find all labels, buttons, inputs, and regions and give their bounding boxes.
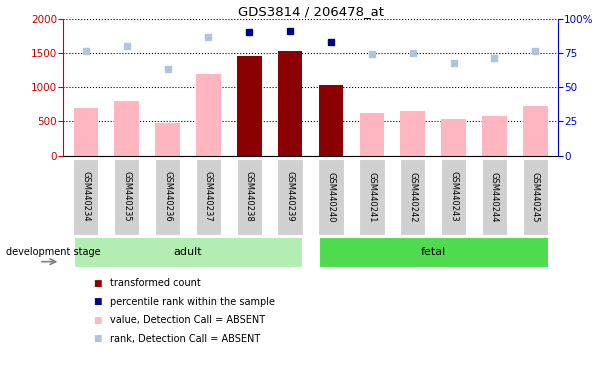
Bar xyxy=(278,51,302,156)
FancyBboxPatch shape xyxy=(155,159,180,235)
FancyBboxPatch shape xyxy=(236,159,262,235)
FancyBboxPatch shape xyxy=(441,159,466,235)
FancyBboxPatch shape xyxy=(319,237,548,267)
Text: GSM440243: GSM440243 xyxy=(449,172,458,222)
Text: ■: ■ xyxy=(93,334,102,343)
FancyBboxPatch shape xyxy=(400,159,425,235)
Text: ■: ■ xyxy=(93,279,102,288)
Text: adult: adult xyxy=(174,247,202,257)
Text: GSM440237: GSM440237 xyxy=(204,171,213,222)
Bar xyxy=(482,116,507,156)
FancyBboxPatch shape xyxy=(74,237,302,267)
Text: ■: ■ xyxy=(93,297,102,306)
Bar xyxy=(441,119,466,156)
Text: GSM440236: GSM440236 xyxy=(163,171,172,222)
Text: GSM440245: GSM440245 xyxy=(531,172,540,222)
Bar xyxy=(359,113,384,156)
Text: GSM440244: GSM440244 xyxy=(490,172,499,222)
Text: development stage: development stage xyxy=(6,247,101,257)
FancyBboxPatch shape xyxy=(523,159,548,235)
Bar xyxy=(196,74,221,156)
Text: rank, Detection Call = ABSENT: rank, Detection Call = ABSENT xyxy=(110,334,260,344)
Bar xyxy=(319,84,343,156)
Text: fetal: fetal xyxy=(420,247,446,257)
FancyBboxPatch shape xyxy=(482,159,507,235)
Bar xyxy=(237,56,262,156)
FancyBboxPatch shape xyxy=(114,159,139,235)
FancyBboxPatch shape xyxy=(196,159,221,235)
Text: GSM440238: GSM440238 xyxy=(245,171,254,222)
Bar xyxy=(115,101,139,156)
Title: GDS3814 / 206478_at: GDS3814 / 206478_at xyxy=(238,5,384,18)
Text: GSM440242: GSM440242 xyxy=(408,172,417,222)
Text: GSM440239: GSM440239 xyxy=(286,172,295,222)
Bar xyxy=(74,108,98,156)
Text: value, Detection Call = ABSENT: value, Detection Call = ABSENT xyxy=(110,315,265,325)
Text: GSM440240: GSM440240 xyxy=(326,172,335,222)
Text: transformed count: transformed count xyxy=(110,278,200,288)
FancyBboxPatch shape xyxy=(277,159,303,235)
Bar xyxy=(155,124,180,156)
FancyBboxPatch shape xyxy=(318,159,344,235)
Bar xyxy=(523,106,548,156)
FancyBboxPatch shape xyxy=(73,159,98,235)
Bar xyxy=(400,111,425,156)
FancyBboxPatch shape xyxy=(359,159,385,235)
Text: percentile rank within the sample: percentile rank within the sample xyxy=(110,297,275,307)
Text: ■: ■ xyxy=(93,316,102,325)
Text: GSM440235: GSM440235 xyxy=(122,172,131,222)
Text: GSM440234: GSM440234 xyxy=(81,172,90,222)
Text: GSM440241: GSM440241 xyxy=(367,172,376,222)
